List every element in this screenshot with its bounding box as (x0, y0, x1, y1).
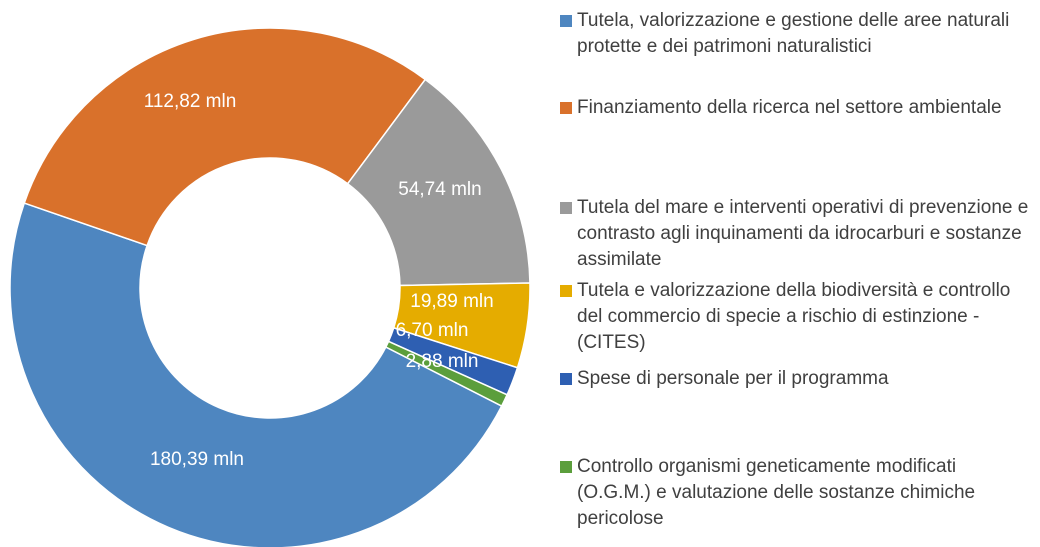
legend-entry: Spese di personale per il programma (560, 366, 1030, 392)
legend-entry: Controllo organismi geneticamente modifi… (560, 454, 1030, 532)
donut-slice (23, 27, 427, 247)
legend-swatch (560, 202, 572, 214)
chart: 180,39 mln 112,82 mln 54,74 mln 19,89 mln 6,… (9, 27, 531, 547)
legend-swatch (560, 461, 572, 473)
legend-entry: Tutela, valorizzazione e gestione delle … (560, 8, 1030, 60)
legend-label: Finanziamento della ricerca nel settore … (577, 97, 1002, 118)
legend-entry: Finanziamento della ricerca nel settore … (560, 95, 1030, 121)
legend-label: Controllo organismi geneticamente modifi… (577, 456, 976, 529)
legend-label: Tutela del mare e interventi operativi d… (577, 197, 1029, 270)
data-label: 54,74 mln (398, 179, 481, 200)
legend-entry: Tutela del mare e interventi operativi d… (560, 195, 1030, 273)
data-label: 19,89 mln (410, 291, 493, 312)
data-label: 6,70 mln (396, 320, 469, 341)
data-label: 180,39 mln (150, 449, 244, 470)
legend-swatch (560, 102, 572, 114)
legend-label: Tutela e valorizzazione della biodiversi… (577, 280, 1011, 353)
legend-label: Tutela, valorizzazione e gestione delle … (577, 10, 1010, 57)
legend-swatch (560, 373, 572, 385)
data-label: 2,88 mln (406, 351, 479, 372)
donut-slice (384, 340, 509, 408)
donut-slice (346, 78, 531, 287)
donut-slice (9, 202, 503, 547)
legend-label: Spese di personale per il programma (577, 368, 889, 389)
legend-swatch (560, 285, 572, 297)
legend-entry: Tutela e valorizzazione della biodiversi… (560, 278, 1030, 356)
data-label: 112,82 mln (144, 91, 237, 112)
legend-swatch (560, 15, 572, 27)
